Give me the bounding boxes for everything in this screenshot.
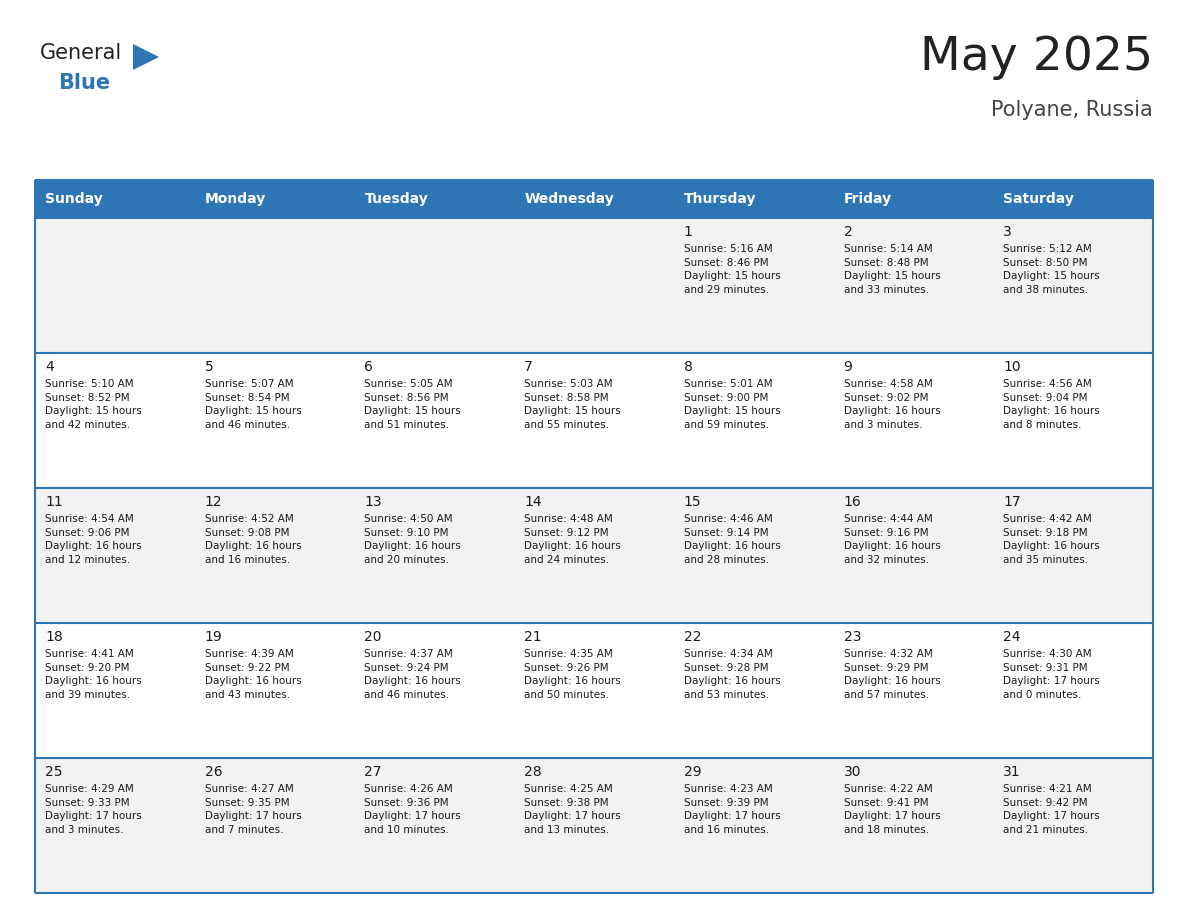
Text: 29: 29	[684, 765, 701, 779]
Text: Sunrise: 4:41 AM
Sunset: 9:20 PM
Daylight: 16 hours
and 39 minutes.: Sunrise: 4:41 AM Sunset: 9:20 PM Dayligh…	[45, 649, 141, 700]
Text: Tuesday: Tuesday	[365, 192, 428, 206]
Text: 31: 31	[1004, 765, 1020, 779]
Bar	[34, 180, 1154, 218]
Text: Sunrise: 4:21 AM
Sunset: 9:42 PM
Daylight: 17 hours
and 21 minutes.: Sunrise: 4:21 AM Sunset: 9:42 PM Dayligh…	[1004, 784, 1100, 834]
Text: Sunrise: 5:14 AM
Sunset: 8:48 PM
Daylight: 15 hours
and 33 minutes.: Sunrise: 5:14 AM Sunset: 8:48 PM Dayligh…	[843, 244, 941, 295]
Text: 25: 25	[45, 765, 63, 779]
Text: 18: 18	[45, 630, 63, 644]
Text: Sunrise: 5:12 AM
Sunset: 8:50 PM
Daylight: 15 hours
and 38 minutes.: Sunrise: 5:12 AM Sunset: 8:50 PM Dayligh…	[1004, 244, 1100, 295]
Bar	[34, 353, 1154, 488]
Text: Saturday: Saturday	[1004, 192, 1074, 206]
Text: Sunrise: 5:01 AM
Sunset: 9:00 PM
Daylight: 15 hours
and 59 minutes.: Sunrise: 5:01 AM Sunset: 9:00 PM Dayligh…	[684, 379, 781, 430]
Text: 7: 7	[524, 360, 533, 374]
Text: 9: 9	[843, 360, 853, 374]
Text: May 2025: May 2025	[920, 35, 1154, 80]
Text: Sunrise: 5:07 AM
Sunset: 8:54 PM
Daylight: 15 hours
and 46 minutes.: Sunrise: 5:07 AM Sunset: 8:54 PM Dayligh…	[204, 379, 302, 430]
Text: Sunrise: 4:48 AM
Sunset: 9:12 PM
Daylight: 16 hours
and 24 minutes.: Sunrise: 4:48 AM Sunset: 9:12 PM Dayligh…	[524, 514, 621, 565]
Text: 23: 23	[843, 630, 861, 644]
Text: Thursday: Thursday	[684, 192, 757, 206]
Text: Monday: Monday	[204, 192, 266, 206]
Text: Polyane, Russia: Polyane, Russia	[991, 100, 1154, 120]
Text: Wednesday: Wednesday	[524, 192, 614, 206]
Text: General: General	[40, 43, 122, 63]
Text: Sunrise: 4:50 AM
Sunset: 9:10 PM
Daylight: 16 hours
and 20 minutes.: Sunrise: 4:50 AM Sunset: 9:10 PM Dayligh…	[365, 514, 461, 565]
Text: Sunrise: 4:56 AM
Sunset: 9:04 PM
Daylight: 16 hours
and 8 minutes.: Sunrise: 4:56 AM Sunset: 9:04 PM Dayligh…	[1004, 379, 1100, 430]
Text: 13: 13	[365, 495, 383, 509]
Text: 22: 22	[684, 630, 701, 644]
Text: Sunrise: 4:37 AM
Sunset: 9:24 PM
Daylight: 16 hours
and 46 minutes.: Sunrise: 4:37 AM Sunset: 9:24 PM Dayligh…	[365, 649, 461, 700]
Text: Sunrise: 5:05 AM
Sunset: 8:56 PM
Daylight: 15 hours
and 51 minutes.: Sunrise: 5:05 AM Sunset: 8:56 PM Dayligh…	[365, 379, 461, 430]
Text: 17: 17	[1004, 495, 1020, 509]
Bar	[34, 758, 1154, 893]
Text: Sunrise: 4:54 AM
Sunset: 9:06 PM
Daylight: 16 hours
and 12 minutes.: Sunrise: 4:54 AM Sunset: 9:06 PM Dayligh…	[45, 514, 141, 565]
Text: 16: 16	[843, 495, 861, 509]
Text: Sunrise: 4:32 AM
Sunset: 9:29 PM
Daylight: 16 hours
and 57 minutes.: Sunrise: 4:32 AM Sunset: 9:29 PM Dayligh…	[843, 649, 941, 700]
Text: 26: 26	[204, 765, 222, 779]
Text: Sunrise: 4:26 AM
Sunset: 9:36 PM
Daylight: 17 hours
and 10 minutes.: Sunrise: 4:26 AM Sunset: 9:36 PM Dayligh…	[365, 784, 461, 834]
Bar	[34, 218, 1154, 353]
Text: 27: 27	[365, 765, 381, 779]
Text: 20: 20	[365, 630, 381, 644]
Text: Sunrise: 4:27 AM
Sunset: 9:35 PM
Daylight: 17 hours
and 7 minutes.: Sunrise: 4:27 AM Sunset: 9:35 PM Dayligh…	[204, 784, 302, 834]
Text: 19: 19	[204, 630, 222, 644]
Text: 5: 5	[204, 360, 214, 374]
Text: 3: 3	[1004, 225, 1012, 239]
Text: Sunrise: 4:58 AM
Sunset: 9:02 PM
Daylight: 16 hours
and 3 minutes.: Sunrise: 4:58 AM Sunset: 9:02 PM Dayligh…	[843, 379, 941, 430]
Text: 1: 1	[684, 225, 693, 239]
Text: Sunrise: 5:16 AM
Sunset: 8:46 PM
Daylight: 15 hours
and 29 minutes.: Sunrise: 5:16 AM Sunset: 8:46 PM Dayligh…	[684, 244, 781, 295]
Text: 8: 8	[684, 360, 693, 374]
Text: 10: 10	[1004, 360, 1020, 374]
Text: 15: 15	[684, 495, 701, 509]
Polygon shape	[133, 44, 159, 70]
Text: Sunrise: 4:23 AM
Sunset: 9:39 PM
Daylight: 17 hours
and 16 minutes.: Sunrise: 4:23 AM Sunset: 9:39 PM Dayligh…	[684, 784, 781, 834]
Text: Friday: Friday	[843, 192, 892, 206]
Text: Sunrise: 4:52 AM
Sunset: 9:08 PM
Daylight: 16 hours
and 16 minutes.: Sunrise: 4:52 AM Sunset: 9:08 PM Dayligh…	[204, 514, 302, 565]
Text: 2: 2	[843, 225, 852, 239]
Text: Sunrise: 4:35 AM
Sunset: 9:26 PM
Daylight: 16 hours
and 50 minutes.: Sunrise: 4:35 AM Sunset: 9:26 PM Dayligh…	[524, 649, 621, 700]
Text: 4: 4	[45, 360, 53, 374]
Bar	[34, 488, 1154, 623]
Text: 14: 14	[524, 495, 542, 509]
Text: Sunrise: 5:10 AM
Sunset: 8:52 PM
Daylight: 15 hours
and 42 minutes.: Sunrise: 5:10 AM Sunset: 8:52 PM Dayligh…	[45, 379, 141, 430]
Text: Sunday: Sunday	[45, 192, 102, 206]
Text: Sunrise: 4:34 AM
Sunset: 9:28 PM
Daylight: 16 hours
and 53 minutes.: Sunrise: 4:34 AM Sunset: 9:28 PM Dayligh…	[684, 649, 781, 700]
Text: Sunrise: 4:42 AM
Sunset: 9:18 PM
Daylight: 16 hours
and 35 minutes.: Sunrise: 4:42 AM Sunset: 9:18 PM Dayligh…	[1004, 514, 1100, 565]
Text: 11: 11	[45, 495, 63, 509]
Text: Sunrise: 5:03 AM
Sunset: 8:58 PM
Daylight: 15 hours
and 55 minutes.: Sunrise: 5:03 AM Sunset: 8:58 PM Dayligh…	[524, 379, 621, 430]
Text: Sunrise: 4:25 AM
Sunset: 9:38 PM
Daylight: 17 hours
and 13 minutes.: Sunrise: 4:25 AM Sunset: 9:38 PM Dayligh…	[524, 784, 621, 834]
Text: 12: 12	[204, 495, 222, 509]
Text: Sunrise: 4:22 AM
Sunset: 9:41 PM
Daylight: 17 hours
and 18 minutes.: Sunrise: 4:22 AM Sunset: 9:41 PM Dayligh…	[843, 784, 941, 834]
Text: 24: 24	[1004, 630, 1020, 644]
Text: 21: 21	[524, 630, 542, 644]
Bar	[34, 623, 1154, 758]
Text: Sunrise: 4:44 AM
Sunset: 9:16 PM
Daylight: 16 hours
and 32 minutes.: Sunrise: 4:44 AM Sunset: 9:16 PM Dayligh…	[843, 514, 941, 565]
Text: 30: 30	[843, 765, 861, 779]
Text: Sunrise: 4:39 AM
Sunset: 9:22 PM
Daylight: 16 hours
and 43 minutes.: Sunrise: 4:39 AM Sunset: 9:22 PM Dayligh…	[204, 649, 302, 700]
Text: Sunrise: 4:30 AM
Sunset: 9:31 PM
Daylight: 17 hours
and 0 minutes.: Sunrise: 4:30 AM Sunset: 9:31 PM Dayligh…	[1004, 649, 1100, 700]
Text: 28: 28	[524, 765, 542, 779]
Text: 6: 6	[365, 360, 373, 374]
Text: Sunrise: 4:29 AM
Sunset: 9:33 PM
Daylight: 17 hours
and 3 minutes.: Sunrise: 4:29 AM Sunset: 9:33 PM Dayligh…	[45, 784, 141, 834]
Text: Blue: Blue	[58, 73, 110, 93]
Text: Sunrise: 4:46 AM
Sunset: 9:14 PM
Daylight: 16 hours
and 28 minutes.: Sunrise: 4:46 AM Sunset: 9:14 PM Dayligh…	[684, 514, 781, 565]
